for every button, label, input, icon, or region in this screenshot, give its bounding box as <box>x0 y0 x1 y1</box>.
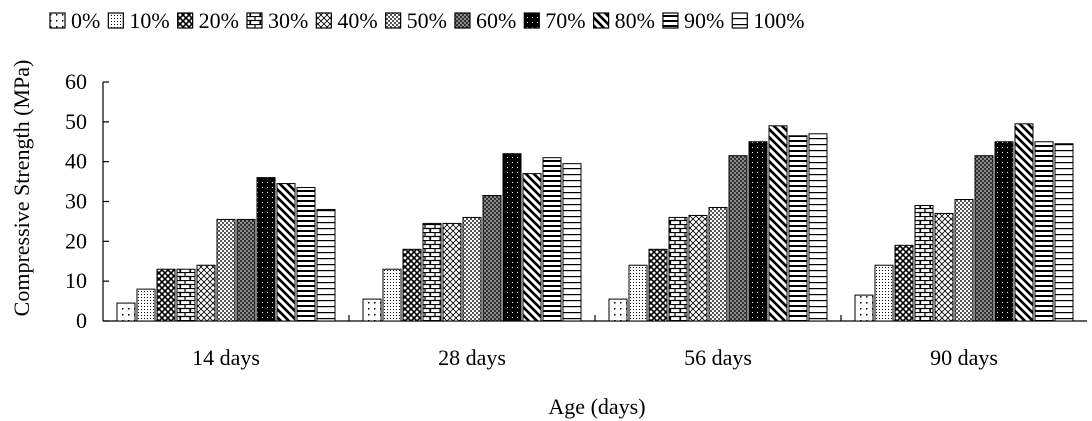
bar-40pct-28-days <box>442 222 462 322</box>
x-tick-label: 90 days <box>930 345 998 370</box>
bar-0pct-90-days <box>854 294 874 322</box>
bar-10pct-14-days <box>136 288 156 322</box>
bar-30pct-28-days <box>422 222 442 322</box>
bar-50pct-56-days <box>708 206 728 322</box>
bar-100pct-28-days <box>562 163 582 322</box>
y-tick-label: 50 <box>65 109 87 134</box>
legend-swatch <box>49 12 66 29</box>
legend-label: 90% <box>684 8 724 33</box>
legend-label: 40% <box>337 8 377 33</box>
legend-swatch <box>731 12 748 29</box>
bar-10pct-90-days <box>874 264 894 322</box>
y-tick-label: 0 <box>76 308 87 333</box>
bar-40pct-56-days <box>688 214 708 322</box>
bar-90pct-28-days <box>542 157 562 322</box>
bar-80pct-56-days <box>768 125 788 322</box>
y-tick-label: 60 <box>65 69 87 94</box>
legend-swatch <box>107 12 124 29</box>
bar-70pct-14-days <box>256 177 276 322</box>
bar-20pct-56-days <box>648 248 668 322</box>
bar-100pct-90-days <box>1054 143 1074 322</box>
legend-swatch <box>523 12 540 29</box>
legend: 0% 10% 20% 30% 40% 50% 60% 70% 80% 90% 100% <box>49 8 805 33</box>
bar-60pct-14-days <box>236 218 256 322</box>
legend-swatch <box>246 12 263 29</box>
x-tick-label: 28 days <box>438 345 506 370</box>
x-tick-label: 56 days <box>684 345 752 370</box>
bar-40pct-90-days <box>934 212 954 322</box>
bar-30pct-90-days <box>914 204 934 322</box>
y-axis-title: Compressive Strength (MPa) <box>9 60 34 317</box>
bar-90pct-90-days <box>1034 141 1054 322</box>
legend-swatch <box>454 12 471 29</box>
bar-20pct-14-days <box>156 268 176 322</box>
bar-90pct-56-days <box>788 135 808 322</box>
bar-70pct-56-days <box>748 141 768 322</box>
bar-30pct-56-days <box>668 216 688 322</box>
bar-60pct-56-days <box>728 155 748 322</box>
legend-label: 80% <box>615 8 655 33</box>
bar-0pct-56-days <box>608 298 628 322</box>
x-axis-title: Age (days) <box>548 394 645 419</box>
bar-30pct-14-days <box>176 268 196 322</box>
y-tick-label: 10 <box>65 268 87 293</box>
bar-70pct-90-days <box>994 141 1014 322</box>
bar-40pct-14-days <box>196 264 216 322</box>
bar-100pct-14-days <box>316 208 336 322</box>
legend-label: 20% <box>199 8 239 33</box>
bar-80pct-14-days <box>276 183 296 322</box>
bar-90pct-14-days <box>296 187 316 322</box>
bar-50pct-28-days <box>462 216 482 322</box>
legend-label: 10% <box>129 8 169 33</box>
bar-50pct-14-days <box>216 218 236 322</box>
bar-10pct-28-days <box>382 268 402 322</box>
legend-label: 60% <box>476 8 516 33</box>
bar-10pct-56-days <box>628 264 648 322</box>
bar-60pct-90-days <box>974 155 994 322</box>
legend-swatch <box>385 12 402 29</box>
plot-area: 0 10 20 30 40 50 60 14 days 28 days 56 days 90 day… <box>65 69 1087 370</box>
bar-0pct-14-days <box>116 302 136 322</box>
bar-0pct-28-days <box>362 298 382 322</box>
y-tick-label: 40 <box>65 149 87 174</box>
bar-80pct-90-days <box>1014 123 1034 322</box>
bar-60pct-28-days <box>482 195 502 322</box>
bar-20pct-90-days <box>894 244 914 322</box>
y-tick-label: 30 <box>65 189 87 214</box>
bar-100pct-56-days <box>808 133 828 322</box>
legend-swatch <box>662 12 679 29</box>
legend-label: 70% <box>545 8 585 33</box>
bar-80pct-28-days <box>522 173 542 322</box>
legend-label: 30% <box>268 8 308 33</box>
bar-20pct-28-days <box>402 248 422 322</box>
legend-label: 100% <box>753 8 804 33</box>
bar-70pct-28-days <box>502 153 522 322</box>
legend-label: 50% <box>407 8 447 33</box>
y-tick-label: 20 <box>65 228 87 253</box>
x-tick-label: 14 days <box>192 345 260 370</box>
legend-swatch <box>315 12 332 29</box>
legend-swatch <box>177 12 194 29</box>
legend-label: 0% <box>71 8 100 33</box>
legend-swatch <box>593 12 610 29</box>
bar-50pct-90-days <box>954 199 974 322</box>
